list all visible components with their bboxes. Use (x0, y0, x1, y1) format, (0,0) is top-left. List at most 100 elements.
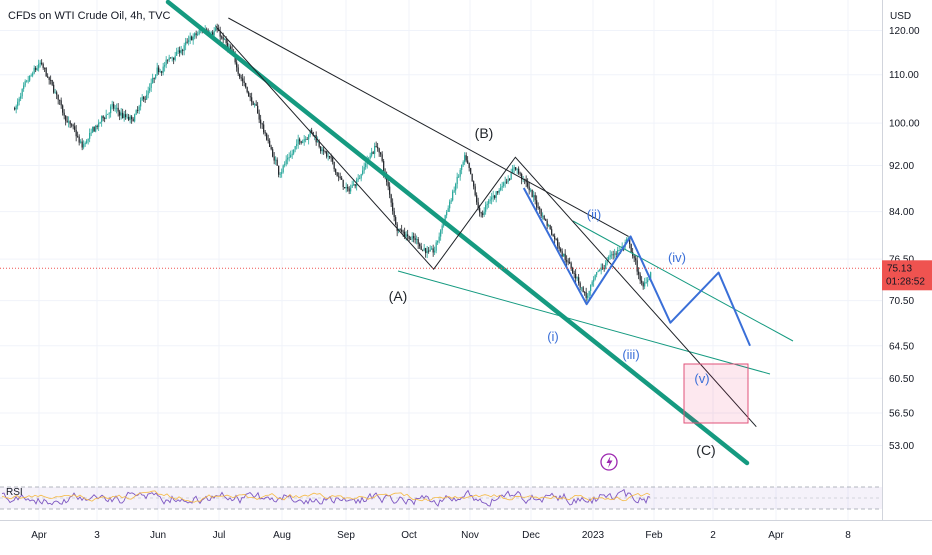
candle-body (390, 194, 392, 203)
candle-body (509, 179, 511, 180)
candle-body (468, 162, 470, 168)
candle-body (597, 271, 599, 273)
candle-body (357, 178, 359, 180)
candle-body (593, 279, 595, 282)
candle-body (444, 215, 446, 222)
candle-body (165, 59, 167, 66)
target-zone-box[interactable] (683, 363, 749, 424)
candle-body (375, 145, 377, 147)
candle-body (329, 155, 331, 158)
candle-body (183, 45, 185, 51)
candle-body (297, 139, 299, 145)
candle-body (425, 248, 427, 254)
candle-body (602, 267, 604, 269)
candle-body (57, 94, 59, 100)
candle-body (66, 120, 68, 123)
candle-body (450, 200, 452, 202)
candle-body (629, 238, 631, 244)
candle-body (282, 165, 284, 173)
candle-body (606, 259, 608, 264)
y-tick-label: 110.00 (889, 70, 919, 81)
candle-body (111, 104, 113, 107)
candle-body (465, 155, 467, 161)
candle-body (561, 251, 563, 257)
wave-label: (A) (389, 288, 408, 304)
candle-body (639, 274, 641, 281)
candle-body (563, 253, 565, 257)
candle-body (489, 199, 491, 201)
candle-body (18, 98, 20, 102)
abc-wave-path[interactable] (215, 25, 757, 427)
candle-body (437, 240, 439, 243)
candle-body (503, 182, 505, 186)
candle-body (609, 254, 611, 258)
candle-body (272, 149, 274, 157)
candle-body (573, 273, 575, 274)
upper-trendline[interactable] (572, 220, 794, 342)
candle-body (578, 277, 580, 284)
wave-label: (iv) (668, 250, 686, 265)
candle-body (290, 155, 292, 158)
candle-body (254, 104, 256, 106)
candle-body (149, 87, 151, 91)
candle-body (225, 39, 227, 44)
candle-body (96, 125, 98, 128)
candle-body (611, 254, 613, 256)
candle-body (635, 258, 637, 261)
candle-body (462, 161, 464, 165)
candle-body (260, 119, 262, 124)
candle-body (249, 96, 251, 98)
abc-channel-upper[interactable] (228, 17, 629, 237)
grid (0, 0, 882, 520)
x-tick-label: Jun (150, 530, 166, 541)
candle-body (548, 225, 550, 226)
candle-body (470, 167, 472, 174)
candle-body (528, 186, 530, 191)
candle-body (93, 126, 95, 132)
candle-body (449, 201, 451, 209)
candle-body (126, 116, 128, 118)
candle-body (48, 77, 50, 80)
candle-body (267, 139, 269, 141)
candle-body (378, 148, 380, 153)
candle-body (474, 186, 476, 196)
candle-body (344, 187, 346, 189)
candle-body (164, 65, 166, 67)
candle-body (570, 263, 572, 269)
candle-body (308, 135, 310, 140)
candle-body (638, 271, 640, 275)
candle-body (41, 62, 43, 65)
candle-body (84, 142, 86, 145)
candle-body (215, 28, 217, 31)
candle-body (336, 172, 338, 177)
lower-trendline[interactable] (397, 270, 771, 375)
candle-body (365, 163, 367, 168)
candle-body (270, 146, 272, 150)
price-tag-countdown: 01:28:52 (886, 276, 925, 287)
candle-body (54, 92, 56, 94)
candle-body (500, 187, 502, 191)
candle-body (404, 231, 406, 237)
candle-body (98, 122, 100, 128)
candle-body (62, 105, 64, 113)
main-trendline[interactable] (165, 0, 750, 466)
candle-body (411, 236, 413, 240)
candle-body (152, 78, 154, 83)
candle-body (455, 184, 457, 191)
impulse-wave-path[interactable] (522, 187, 751, 347)
candle-body (186, 41, 188, 43)
candle-body (279, 173, 281, 175)
candle-body (527, 182, 529, 187)
candle-body (81, 141, 83, 148)
candle-body (182, 50, 184, 51)
candle-body (377, 146, 379, 149)
candle-body (419, 244, 421, 247)
candle-body (218, 29, 220, 32)
candle-body (216, 28, 218, 30)
candle-body (185, 41, 187, 46)
lightning-alert-icon[interactable] (600, 453, 618, 471)
candle-body (458, 176, 460, 178)
